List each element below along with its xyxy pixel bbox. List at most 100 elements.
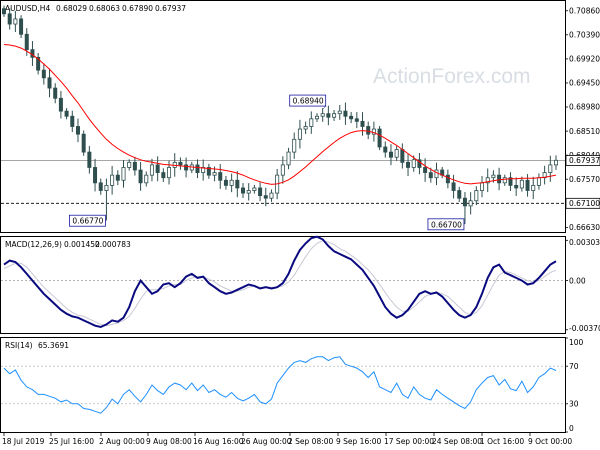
candle-body — [314, 115, 319, 120]
macd-panel: MACD(12,26,9) 0.001452 0.000783 0.003031… — [0, 235, 600, 334]
candle-body — [411, 159, 416, 168]
price-header-high: 0.68063 — [89, 4, 120, 13]
candle-body — [320, 113, 325, 117]
macd-panel-frame — [0, 236, 566, 334]
candle-body — [2, 8, 7, 15]
candle-body — [445, 174, 450, 184]
price-axis-label: 0.69920 — [569, 55, 600, 64]
candle-body — [394, 149, 399, 158]
candle-body — [360, 120, 365, 127]
time-axis-label: 18 Jul 2019 — [2, 437, 45, 446]
price-marker-label: 0.67100 — [569, 199, 600, 208]
price-axis-label: 0.66630 — [569, 223, 600, 232]
candle-body — [417, 159, 422, 168]
moving-average-line — [3, 44, 557, 185]
candle-body — [286, 151, 291, 166]
candle-body — [138, 169, 143, 184]
price-axis: 0.70860 0.70390 0.69920 0.69450 0.68980 0.685… — [565, 6, 600, 232]
price-axis-label: 0.68980 — [569, 103, 600, 112]
candle-body — [297, 128, 302, 140]
candle-body — [258, 187, 263, 197]
candle-body — [502, 177, 507, 184]
macd-header-signal: 0.000783 — [95, 240, 131, 249]
candle-body — [451, 182, 456, 191]
candle-body — [64, 110, 69, 117]
candle-body — [332, 113, 337, 118]
candle-body — [206, 167, 211, 176]
price-axis-label: 0.69450 — [569, 79, 600, 88]
price-axis-label: 0.68510 — [569, 127, 600, 136]
candle-body — [41, 69, 46, 79]
candle-body — [423, 167, 428, 173]
candle-body — [388, 151, 393, 158]
time-axis: 18 Jul 2019 25 Jul 16:00 2 Aug 00:00 9 Aug … — [2, 432, 572, 446]
candle-body — [269, 192, 274, 199]
candle-body — [93, 167, 98, 184]
macd-axis-label: 0.00 — [569, 276, 586, 285]
candle-body — [377, 128, 382, 148]
candle-body — [53, 87, 58, 99]
time-axis-label: 17 Sep 00:00 — [384, 437, 434, 446]
candle-body — [508, 177, 513, 186]
candle-body — [406, 161, 411, 168]
rsi-header-value: 65.3691 — [38, 341, 69, 350]
annotation-label: 0.66700 — [431, 220, 462, 229]
time-axis-label: 2 Sep 08:00 — [288, 437, 334, 446]
time-axis-label: 26 Aug 00:00 — [241, 437, 292, 446]
candle-body — [485, 177, 490, 184]
annotation-label: 0.66770 — [72, 217, 103, 226]
macd-signal-line — [3, 240, 557, 327]
annotation-leader — [322, 105, 326, 110]
time-axis-label: 9 Oct 00:00 — [528, 437, 572, 446]
price-panel: ActionForex.com AUDUSD,H4 0.68029 0.6806… — [0, 0, 600, 233]
candle-body — [7, 13, 12, 25]
candle-body — [121, 167, 126, 181]
annotations-group: 0.66770 0.68940 0.66700 — [69, 94, 465, 231]
candle-body — [47, 77, 52, 89]
candle-body — [167, 167, 172, 179]
macd-axis-label: -0.003706 — [569, 324, 600, 333]
price-header-low: 0.67890 — [122, 4, 153, 13]
rsi-axis: 100 70 30 0 — [565, 337, 584, 433]
candle-body — [132, 161, 137, 171]
candle-body — [514, 184, 519, 189]
price-header-symbol: AUDUSD,H4 — [5, 4, 50, 13]
candle-body — [229, 179, 234, 186]
price-marker-box — [565, 155, 600, 166]
candle-body — [536, 177, 541, 186]
candle-body — [161, 172, 166, 179]
candle-body — [462, 197, 467, 207]
annotation-label: 0.68940 — [293, 97, 324, 106]
candle-body — [337, 110, 342, 115]
price-header-open: 0.68029 — [56, 4, 87, 13]
rsi-axis-label: 30 — [569, 400, 579, 409]
candle-body — [457, 190, 462, 199]
candle-body — [366, 126, 371, 135]
price-header-close: 0.67937 — [155, 4, 186, 13]
candle-body — [19, 18, 24, 35]
candle-body — [343, 110, 348, 117]
candle-body — [548, 164, 553, 173]
candle-body — [480, 182, 485, 191]
candle-body — [519, 179, 524, 189]
rsi-panel: RSI(14) 65.3691 100 70 30 0 — [0, 337, 584, 433]
candle-body — [75, 126, 80, 135]
price-axis-label: 0.67570 — [569, 175, 600, 184]
candle-body — [241, 187, 246, 194]
macd-main-line — [3, 235, 557, 329]
candle-body — [218, 172, 223, 181]
candle-body — [428, 172, 433, 179]
candle-body — [81, 133, 86, 153]
candle-body — [554, 159, 559, 166]
candle-body — [178, 161, 183, 166]
rsi-header-name: RSI(14) — [5, 341, 33, 350]
rsi-line — [3, 356, 557, 414]
time-axis-label: 1 Oct 16:00 — [480, 437, 524, 446]
candle-body — [110, 174, 115, 186]
macd-header-name: MACD(12,26,9) — [5, 240, 62, 249]
candle-body — [115, 174, 120, 181]
candle-body — [292, 138, 297, 153]
candle-body — [246, 190, 251, 194]
candle-body — [58, 97, 63, 112]
candle-body — [13, 18, 18, 25]
